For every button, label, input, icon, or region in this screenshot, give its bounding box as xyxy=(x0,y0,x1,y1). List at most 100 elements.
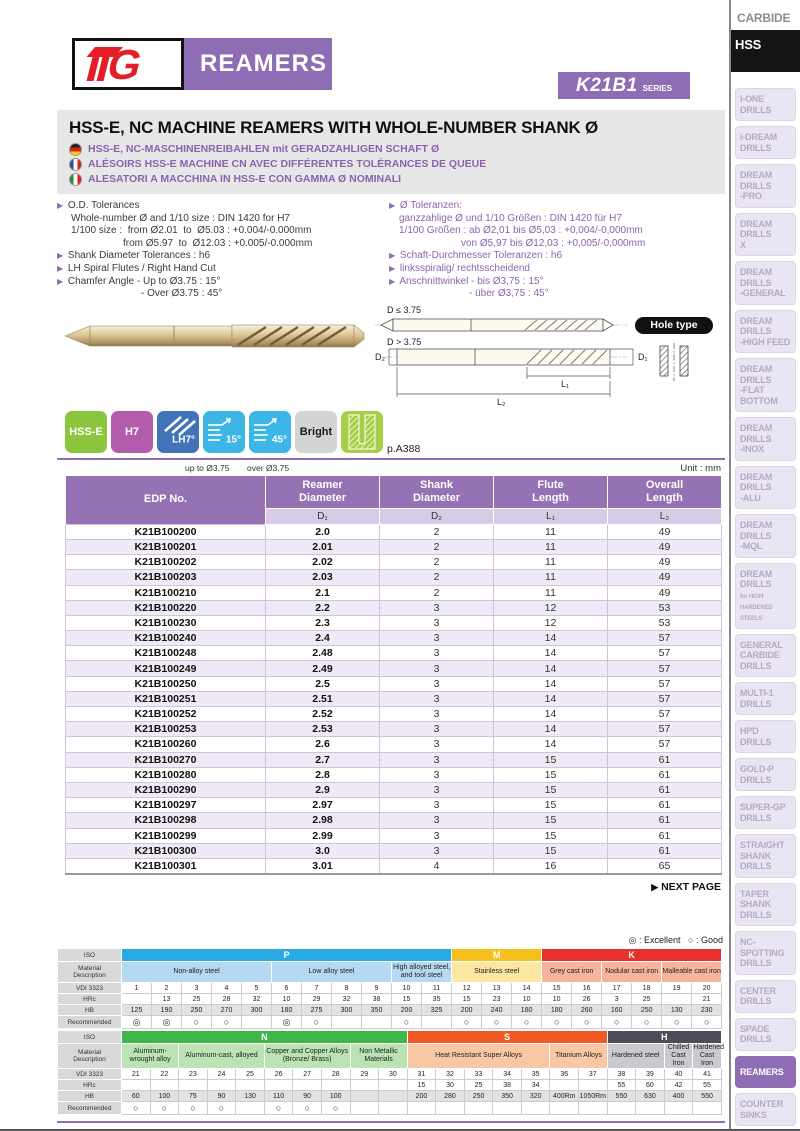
l1-cell: 15 xyxy=(493,766,608,783)
d1-cell: 2.7 xyxy=(265,751,380,768)
sidebar-item-multi-1-drills[interactable]: MULTI-1 DRILLS xyxy=(735,682,796,715)
label-d2: D₂ xyxy=(375,352,385,362)
badge-lh7: LH7° xyxy=(157,410,199,453)
sidebar-item-i-dream-drills[interactable]: i-DREAM DRILLS xyxy=(735,126,796,159)
sidebar-item-dream-drills-inox[interactable]: DREAM DRILLS -INOX xyxy=(735,417,796,461)
next-page-link[interactable]: ▶ NEXT PAGE xyxy=(57,881,721,893)
badge-label: HSS-E xyxy=(69,425,103,438)
caption-over: over Ø3.75 xyxy=(247,462,290,473)
page-header: G REAMERS K21B1 SERIES xyxy=(57,0,725,100)
recommend-cell: ○ xyxy=(391,1015,422,1030)
sidebar-item-super-gp-drills[interactable]: SUPER-GP DRILLS xyxy=(735,796,796,829)
unit-label: Unit : mm xyxy=(680,462,721,474)
l2-cell: 49 xyxy=(607,584,722,601)
sidebar-item-dream-drills-x[interactable]: DREAM DRILLS X xyxy=(735,212,796,256)
sidebar-item-hss[interactable]: HSS xyxy=(731,29,800,72)
table-row: K21B100251 2.51 3 14 57 xyxy=(65,690,722,708)
recommend-cell: ○ xyxy=(691,1015,723,1030)
sidebar-item-dream-drills-high-feed[interactable]: DREAM DRILLS -HIGH FEED xyxy=(735,309,796,353)
subtitle-line: ALESATORI A MACCHINA IN HSS-E CON GAMMA … xyxy=(69,172,713,187)
spec-col-german: ▶ Ø Toleranzen: ganzzahlige Ø und 1/10 Gr… xyxy=(389,200,725,301)
sidebar-item-carbide[interactable]: CARBIDE xyxy=(735,5,796,26)
vdi-cell: 2 xyxy=(151,982,182,995)
next-page-arrow-icon: ▶ xyxy=(651,882,659,893)
hb-cell: 130 xyxy=(661,1004,693,1017)
l2-cell: 57 xyxy=(607,660,722,677)
edp-cell: K21B100301 xyxy=(65,857,266,875)
vdi-cell: 9 xyxy=(361,982,392,995)
sidebar-item-dream-drills-general[interactable]: DREAM DRILLS -GENERAL xyxy=(735,261,796,305)
spec-subline: 1/100 size : from Ø2.01 to Ø5.03 : +0.00… xyxy=(71,225,312,237)
vdi-cell: 21 xyxy=(121,1068,151,1081)
hb-cell: 125 xyxy=(121,1004,152,1017)
d2-cell: 3 xyxy=(379,766,494,783)
hrc-cell: 21 xyxy=(691,993,723,1006)
material-table-pmk: ISO P M K Material Description Non-alloy stee… xyxy=(57,948,723,1030)
hrc-cell: 10 xyxy=(511,993,543,1006)
sidebar-item-nc-spotting-drills[interactable]: NC- SPOTTING DRILLS xyxy=(735,931,796,975)
sidebar-item-taper-shank-drills[interactable]: TAPER SHANK DRILLS xyxy=(735,882,796,926)
hrc-cell: 15 xyxy=(451,993,483,1006)
sidebar-item-center-drills[interactable]: CENTER DRILLS xyxy=(735,979,796,1013)
material-group: Low alloy steel xyxy=(271,961,392,984)
table-row: K21B100202 2.02 2 11 49 xyxy=(65,554,722,571)
sidebar-item-counter-sinks[interactable]: COUNTER SINKS xyxy=(735,1093,796,1126)
hb-cell: 230 xyxy=(691,1004,723,1017)
sidebar-item-dream-drills-mql[interactable]: DREAM DRILLS -MQL xyxy=(735,514,796,558)
subtitle-text: ALESATORI A MACCHINA IN HSS-E CON GAMMA … xyxy=(88,173,402,185)
badge-label: LH7° xyxy=(172,434,195,446)
rating-legend: ◎ : Excellent ○ : Good xyxy=(57,935,723,946)
sidebar-item-dream-drills-high-hardened[interactable]: DREAM DRILLS for HIGH HARDENED STEELS xyxy=(735,562,796,629)
recommend-cell xyxy=(635,1101,665,1116)
l2-cell: 53 xyxy=(607,599,722,616)
recommend-cell xyxy=(492,1101,522,1116)
dimension-drawing: D ≤ 3.75 D > 3.75 xyxy=(375,305,648,407)
d1-cell: 2.02 xyxy=(265,554,380,571)
vdi-cell: 15 xyxy=(541,982,573,995)
sidebar-item-dream-drills-flat-bottom[interactable]: DREAM DRILLS -FLAT BOTTOM xyxy=(735,358,796,412)
sidebar-item-gold-p-drills[interactable]: GOLD-P DRILLS xyxy=(735,758,796,791)
edp-cell: K21B100270 xyxy=(65,751,266,768)
d2-cell: 3 xyxy=(379,705,494,723)
sidebar-item-general-carbide-drills[interactable]: GENERAL CARBIDE DRILLS xyxy=(735,633,796,677)
sidebar-item-spade-drills[interactable]: SPADE DRILLS xyxy=(735,1017,796,1051)
bullet-icon: ▶ xyxy=(57,276,64,286)
recommend-cell xyxy=(406,1101,437,1116)
l2-cell: 65 xyxy=(607,857,722,875)
table-row: K21B100250 2.5 3 14 57 xyxy=(65,675,722,692)
sidebar-item-i-one-drills[interactable]: i-ONE DRILLS xyxy=(735,88,796,121)
hb-cell: 300 xyxy=(331,1004,362,1017)
l1-cell: 12 xyxy=(493,599,608,616)
page-reference[interactable]: p.A388 xyxy=(387,442,421,455)
table-body: K21B100200 2.0 2 11 49 K21B100201 2.01 2 11 49 K21… xyxy=(65,523,722,875)
sidebar-item-dream-drills-alu[interactable]: DREAM DRILLS -ALU xyxy=(735,465,796,509)
recommend-cell: ○ xyxy=(541,1015,573,1030)
vdi-cell: 30 xyxy=(378,1068,408,1081)
d1-cell: 3.01 xyxy=(265,857,380,875)
d1-cell: 2.52 xyxy=(265,705,380,723)
table-row: K21B100297 2.97 3 15 61 xyxy=(65,797,722,814)
vdi-cell: 27 xyxy=(292,1068,322,1081)
sidebar-item-reamers[interactable]: REAMERS xyxy=(735,1055,796,1088)
sidebar-item-hpd-drills[interactable]: HPD DRILLS xyxy=(735,720,796,753)
d1-cell: 2.9 xyxy=(265,781,380,799)
vdi-cell: 31 xyxy=(406,1068,437,1081)
edp-cell: K21B100249 xyxy=(65,660,266,677)
recommend-cell: ○ xyxy=(511,1015,543,1030)
hrc-cell xyxy=(263,1079,294,1092)
vdi-cell: 5 xyxy=(241,982,272,995)
recommend-cell: ○ xyxy=(661,1015,693,1030)
hrc-cell: 25 xyxy=(631,993,663,1006)
sidebar-item-dream-drills-pro[interactable]: DREAM DRILLS -PRO xyxy=(735,164,796,208)
material-row: HRc 15 30 25 38 34 55 60 42 55 xyxy=(57,1079,722,1092)
hb-cell: 160 xyxy=(601,1004,633,1017)
l2-cell: 57 xyxy=(607,736,722,753)
d1-cell: 2.01 xyxy=(265,538,380,556)
sidebar-item-straight-shank-drills[interactable]: STRAIGHT SHANK DRILLS xyxy=(735,834,796,878)
divider-rule xyxy=(57,457,725,460)
vdi-cell: 19 xyxy=(661,982,693,995)
iso-group: H xyxy=(606,1030,722,1045)
spec-title: ▶ Schaft-Durchmesser Toleranzen : h6 xyxy=(389,250,563,262)
iso-group: S xyxy=(406,1030,608,1045)
